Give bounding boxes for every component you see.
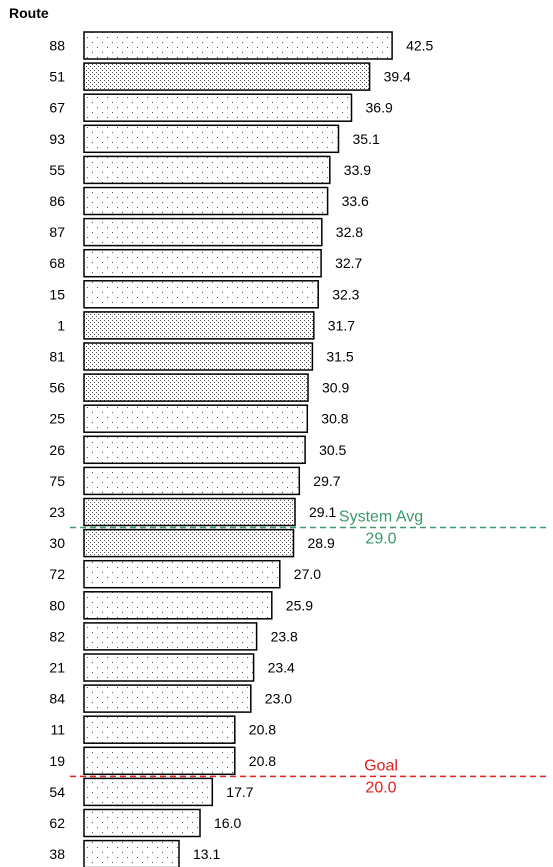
bar-route-87	[83, 217, 323, 247]
category-label: 26	[49, 442, 65, 458]
category-label: 56	[49, 380, 65, 396]
bar-route-72	[83, 559, 281, 589]
bar-route-30	[83, 528, 295, 558]
value-label: 36.9	[366, 100, 393, 116]
category-label: 19	[49, 753, 65, 769]
bar-route-54	[83, 777, 214, 807]
bar-route-21	[83, 653, 255, 682]
value-label: 30.8	[321, 411, 348, 427]
value-label: 30.5	[319, 442, 346, 458]
value-label: 31.7	[328, 317, 355, 333]
category-label: 11	[50, 722, 65, 738]
value-label: 33.6	[342, 193, 369, 209]
category-label: 54	[49, 784, 65, 800]
bar-route-68	[83, 248, 322, 278]
reference-lines-layer: System Avg 29.0 Goal 20.0	[70, 509, 550, 796]
category-label: 80	[49, 597, 65, 613]
bar-route-62	[83, 808, 201, 838]
value-label: 31.5	[326, 349, 353, 365]
value-label: 25.9	[286, 597, 313, 613]
category-label: 15	[49, 286, 65, 302]
category-label: 84	[49, 691, 65, 707]
category-label: 72	[49, 566, 65, 582]
bar-route-56	[83, 373, 309, 402]
bar-route-1	[83, 311, 315, 340]
bar-route-25	[83, 404, 309, 433]
value-label: 39.4	[384, 69, 411, 85]
bar-route-80	[83, 591, 273, 620]
bar-route-81	[83, 342, 314, 371]
value-label: 20.8	[249, 722, 276, 738]
category-label: 87	[49, 224, 65, 240]
bar-route-38	[83, 839, 180, 867]
bar-route-88	[83, 31, 393, 60]
value-label: 29.7	[313, 473, 340, 489]
category-label: 23	[49, 504, 65, 520]
bar-route-23	[83, 497, 296, 527]
value-label: 30.9	[322, 380, 349, 396]
value-label: 32.3	[332, 286, 359, 302]
value-label: 23.8	[271, 628, 298, 644]
bars-layer: 88 42.5 51 39.4 67 36.9 93 35.1 55 33.9 86 33.6 87 32…	[49, 31, 434, 867]
category-label: 68	[49, 255, 65, 271]
y-axis-label: Route	[9, 5, 49, 21]
value-label: 33.9	[344, 162, 371, 178]
reference-line-label: Goal	[364, 757, 398, 774]
bar-route-84	[83, 684, 252, 713]
value-label: 27.0	[294, 566, 321, 582]
bar-route-51	[83, 62, 371, 91]
category-label: 88	[49, 38, 65, 54]
reference-line-label: System Avg	[339, 509, 423, 526]
bar-route-19	[83, 746, 236, 776]
bar-route-86	[83, 186, 329, 216]
category-label: 86	[49, 193, 65, 209]
bar-route-55	[83, 155, 331, 185]
value-label: 20.8	[249, 753, 276, 769]
category-label: 62	[49, 815, 65, 831]
category-label: 82	[49, 628, 65, 644]
bar-route-67	[83, 93, 353, 122]
bar-route-93	[83, 124, 340, 154]
reference-line-value: 20.0	[365, 779, 396, 796]
reference-line-value: 29.0	[365, 531, 396, 548]
category-label: 93	[49, 131, 65, 147]
category-label: 51	[49, 69, 65, 85]
category-label: 21	[49, 660, 65, 676]
value-label: 23.0	[265, 691, 292, 707]
value-label: 17.7	[226, 784, 253, 800]
bar-route-75	[83, 466, 301, 496]
value-label: 32.8	[336, 224, 363, 240]
value-label: 35.1	[353, 131, 380, 147]
category-label: 1	[57, 317, 65, 333]
category-label: 38	[49, 846, 65, 862]
category-label: 75	[49, 473, 65, 489]
category-label: 30	[49, 535, 65, 551]
value-label: 23.4	[268, 660, 295, 676]
bar-route-15	[83, 280, 319, 309]
bar-route-82	[83, 622, 258, 651]
bar-route-26	[83, 435, 306, 465]
value-label: 32.7	[335, 255, 362, 271]
bar-route-11	[83, 715, 236, 744]
category-label: 81	[49, 349, 65, 365]
value-label: 13.1	[193, 846, 220, 862]
category-label: 67	[49, 100, 65, 116]
category-label: 25	[49, 411, 65, 427]
value-label: 42.5	[406, 38, 433, 54]
value-label: 29.1	[309, 504, 336, 520]
category-label: 55	[49, 162, 65, 178]
value-label: 28.9	[308, 535, 335, 551]
value-label: 16.0	[214, 815, 241, 831]
